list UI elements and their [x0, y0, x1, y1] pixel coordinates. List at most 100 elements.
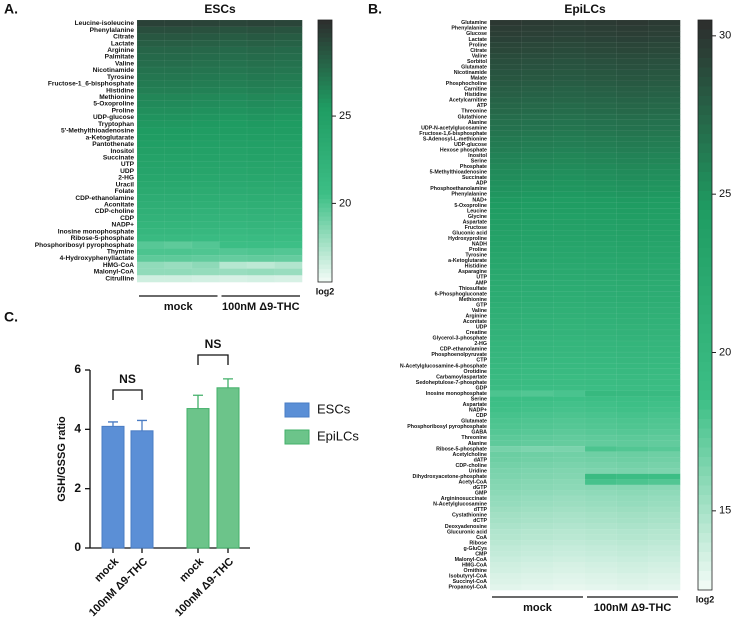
heatmap-cell [521, 64, 554, 71]
heatmap-cell [489, 97, 523, 104]
heatmap-cell [489, 501, 523, 508]
heatmap-cell [616, 257, 649, 264]
row-label: N-Acetylglucosamine [433, 502, 487, 508]
heatmap-cell [274, 107, 303, 115]
heatmap-cell [648, 274, 681, 281]
heatmap-cell [219, 19, 248, 28]
heatmap-cell [553, 490, 586, 497]
heatmap-cell [584, 75, 618, 82]
heatmap-cell [489, 41, 523, 49]
colorbar-step [318, 33, 332, 38]
heatmap-cell [648, 545, 681, 552]
heatmap-cell [521, 291, 554, 298]
bar [186, 408, 210, 549]
heatmap-cell [648, 578, 681, 585]
row-label: Orotidine [463, 369, 487, 375]
heatmap-cell [648, 246, 681, 253]
heatmap-cell [616, 141, 649, 148]
heatmap-cell [648, 396, 681, 403]
heatmap-cell [246, 234, 275, 243]
heatmap-cell [489, 208, 523, 215]
heatmap-cell [584, 263, 618, 270]
heatmap-cell [219, 60, 248, 68]
heatmap-cell [584, 445, 618, 453]
heatmap-cell [553, 246, 586, 253]
heatmap-cell [191, 160, 220, 169]
heatmap-cell [489, 495, 523, 502]
heatmap-cell [521, 158, 554, 165]
colorbar-step [698, 115, 712, 125]
y-tick-label: 4 [74, 422, 81, 436]
row-label: Creatine [466, 330, 487, 336]
error-bar [108, 421, 118, 427]
heatmap-cell [489, 440, 523, 447]
heatmap-cell [274, 167, 303, 175]
heatmap-cell [489, 130, 523, 137]
heatmap-cell [136, 221, 165, 229]
heatmap-cell [553, 208, 586, 215]
heatmap-cell [489, 390, 523, 397]
heatmap-cell [521, 180, 554, 187]
heatmap-cell [521, 318, 554, 325]
heatmap-cell [521, 307, 554, 314]
heatmap-cell [648, 296, 681, 303]
colorbar-step [318, 41, 332, 47]
heatmap-cell [648, 379, 681, 386]
row-label: Palmitate [105, 54, 135, 61]
bar [101, 425, 125, 549]
row-label: Serine [471, 396, 487, 402]
heatmap-cell [521, 362, 554, 370]
heatmap-cell [584, 64, 618, 71]
heatmap-cell [164, 187, 193, 196]
heatmap-cell [648, 374, 681, 381]
heatmap-cell [648, 25, 681, 32]
colorbar-step [698, 305, 712, 315]
row-label: Inositol [111, 148, 135, 155]
row-label: a-Ketoglutarate [86, 134, 135, 141]
heatmap-cell [648, 213, 681, 220]
heatmap-cell [274, 194, 303, 202]
heatmap-cell [489, 307, 523, 314]
colorbar-step [318, 168, 332, 174]
heatmap-cell [164, 120, 193, 128]
heatmap-cell [274, 140, 303, 149]
heatmap-cell [648, 307, 681, 314]
heatmap-cell [274, 248, 303, 256]
heatmap-cell [616, 136, 649, 143]
heatmap-cell [191, 248, 220, 256]
row-label: Nicotinamide [93, 67, 135, 74]
row-label: Histidine [465, 92, 487, 98]
heatmap-cell [489, 124, 523, 132]
heatmap-cell [521, 445, 554, 453]
heatmap-cell [584, 562, 618, 569]
row-label: N-Acetylglucosamine-6-phosphate [400, 363, 487, 369]
heatmap-cell [521, 457, 554, 464]
heatmap-cell [553, 484, 586, 491]
heatmap-cell [489, 224, 523, 231]
heatmap-cell [521, 185, 554, 193]
heatmap-cell [648, 202, 681, 209]
heatmap-cell [246, 26, 275, 34]
colorbar-step [698, 124, 712, 135]
heatmap-cell [219, 26, 248, 34]
heatmap-cell [191, 87, 220, 95]
row-label: Proline [469, 247, 487, 253]
heatmap-cell [219, 154, 248, 162]
row-label: CDP [120, 215, 135, 222]
heatmap-cell [489, 340, 523, 347]
colorbar-step [318, 238, 332, 244]
row-label: Histidine [106, 87, 134, 94]
colorbar-step [698, 295, 712, 306]
heatmap-cell [219, 181, 248, 189]
heatmap-cell [584, 169, 618, 176]
heatmap-cell [489, 584, 523, 591]
heatmap-cell [553, 534, 586, 541]
heatmap-cell [616, 484, 649, 491]
heatmap-cell [648, 268, 681, 276]
heatmap-cell [553, 185, 586, 193]
colorbar-step [698, 286, 712, 296]
heatmap-cell [616, 528, 649, 536]
heatmap-cell [616, 219, 649, 226]
row-label: GABA [471, 430, 487, 436]
heatmap-cell [648, 517, 681, 525]
